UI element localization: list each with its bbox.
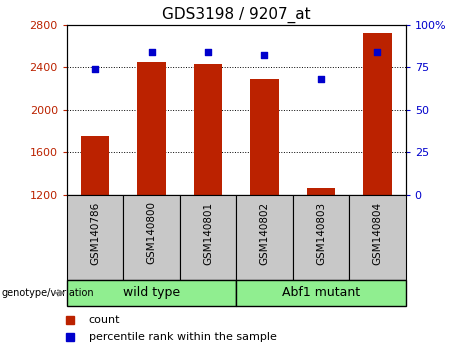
Text: wild type: wild type [123, 286, 180, 299]
Title: GDS3198 / 9207_at: GDS3198 / 9207_at [162, 7, 311, 23]
Point [91, 66, 99, 72]
Bar [349, 195, 406, 280]
Point [317, 76, 325, 82]
Text: Abf1 mutant: Abf1 mutant [282, 286, 360, 299]
Text: GSM140804: GSM140804 [372, 201, 383, 265]
Bar [293, 195, 349, 280]
Bar [67, 280, 236, 306]
Bar [194, 64, 222, 195]
Text: count: count [89, 315, 120, 325]
Text: GSM140801: GSM140801 [203, 201, 213, 265]
Bar [363, 33, 391, 195]
Text: GSM140803: GSM140803 [316, 201, 326, 265]
Bar [307, 188, 335, 195]
Point [204, 49, 212, 55]
Bar [236, 280, 406, 306]
Text: GSM140802: GSM140802 [260, 201, 270, 265]
Point [261, 52, 268, 58]
Text: GSM140786: GSM140786 [90, 201, 100, 265]
Bar [67, 195, 123, 280]
Point [374, 49, 381, 55]
Bar [81, 136, 109, 195]
Bar [137, 62, 165, 195]
Bar [250, 79, 278, 195]
Bar [123, 195, 180, 280]
Bar [236, 195, 293, 280]
Bar [180, 195, 236, 280]
Point [148, 49, 155, 55]
Text: genotype/variation: genotype/variation [1, 287, 94, 298]
Text: GSM140800: GSM140800 [147, 201, 157, 264]
Text: percentile rank within the sample: percentile rank within the sample [89, 332, 277, 342]
